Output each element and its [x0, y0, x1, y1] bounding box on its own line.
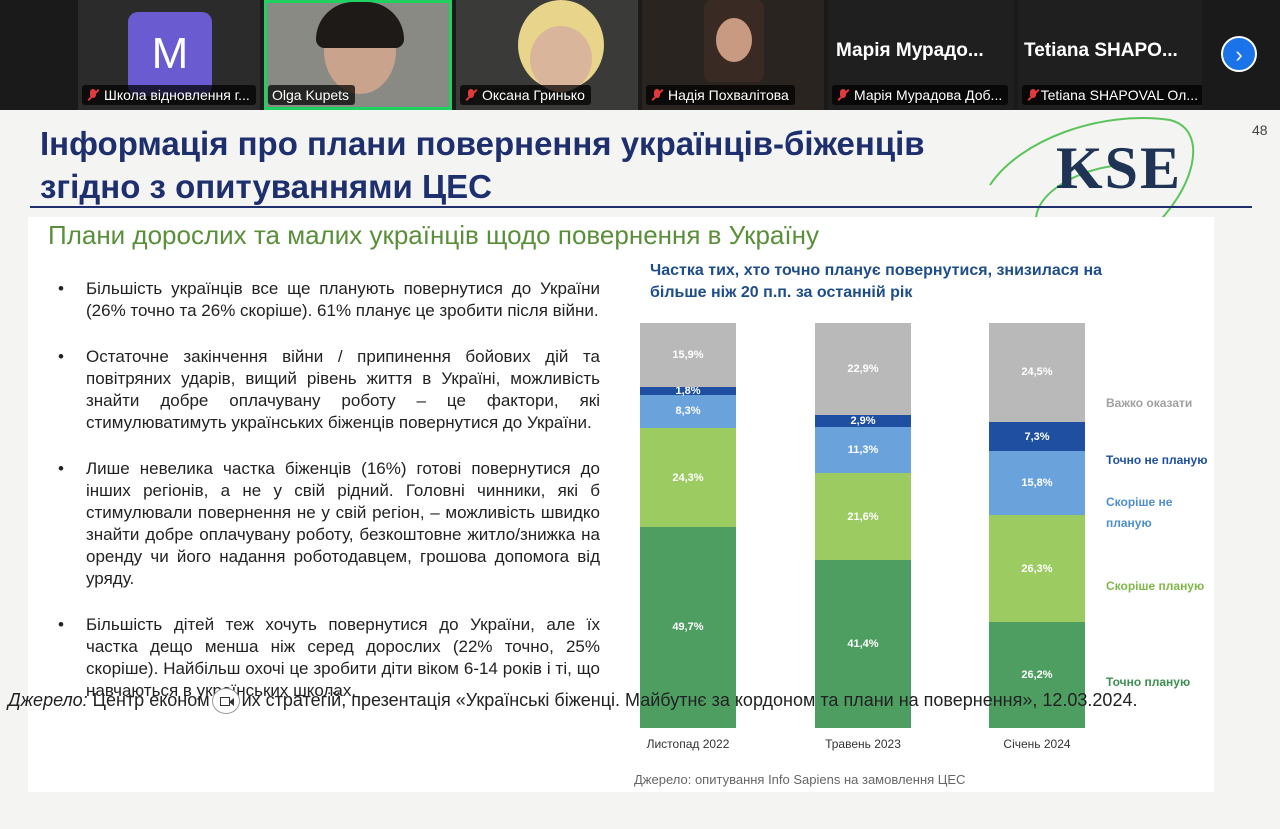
data-label: 22,9%	[847, 362, 879, 375]
list-item: Більшість дітей теж хочуть повернутися д…	[58, 614, 600, 702]
footer-source: Джерело: Центр економ их стратегій, презе…	[8, 688, 1137, 714]
participants-strip: M Школа відновлення г... Olga Kupets Окс…	[0, 0, 1280, 110]
mic-muted-icon	[1026, 88, 1037, 102]
participant-display-name: Tetiana SHAPO...	[1024, 40, 1178, 61]
data-label: 41,4%	[847, 638, 879, 651]
legend-entry: Точно не планую	[1106, 453, 1208, 467]
bar-segment: 8,3%	[640, 394, 736, 429]
bullet-list: Більшість українців все ще планують пове…	[58, 278, 600, 726]
video-feed-face	[716, 18, 752, 62]
slide-subtitle: Плани дорослих та малих українців щодо п…	[48, 220, 819, 250]
bar-segment: 49,7%	[640, 526, 736, 728]
participant-tile[interactable]: Надія Похвалітова	[642, 0, 824, 110]
mic-muted-icon	[86, 88, 100, 102]
bar-segment: 26,3%	[989, 515, 1085, 622]
data-label: 26,2%	[1021, 668, 1053, 681]
page-number: 48	[1252, 122, 1268, 138]
data-label: 49,7%	[672, 621, 704, 634]
list-item: Остаточне закінчення війни / припинення …	[58, 346, 600, 434]
legend-entry: Скоріше не планую	[1106, 495, 1173, 530]
video-feed-face	[530, 26, 592, 92]
chart-source: Джерело: опитування Info Sapiens на замо…	[634, 772, 966, 787]
data-label: 15,9%	[672, 349, 704, 362]
data-label: 7,3%	[1024, 430, 1050, 443]
x-tick-label: Травень 2023	[825, 737, 901, 751]
participant-name: Оксана Гринько	[460, 85, 591, 105]
bar-segment: 15,9%	[640, 323, 736, 388]
mic-muted-icon	[650, 88, 664, 102]
participant-tile[interactable]: Оксана Гринько	[456, 0, 638, 110]
mic-muted-icon	[836, 88, 850, 102]
chevron-right-icon[interactable]: ›	[1221, 36, 1257, 72]
page-title: Інформація про плани повернення українці…	[40, 125, 925, 205]
data-label: 8,3%	[675, 405, 701, 418]
data-label: 11,3%	[847, 443, 879, 456]
x-tick-label: Листопад 2022	[646, 737, 730, 751]
kse-logo: KSE	[1056, 135, 1183, 201]
participant-name: Школа відновлення г...	[82, 85, 256, 105]
bar-segment: 2,9%	[815, 415, 911, 427]
participant-tile[interactable]: Марія Мурадо... Марія Мурадова Доб...	[828, 0, 1014, 110]
bar-segment: 26,2%	[989, 621, 1085, 728]
bar-segment: 7,3%	[989, 421, 1085, 452]
bar-segment: 1,8%	[640, 385, 736, 398]
participant-name: Марія Мурадова Доб...	[832, 85, 1009, 105]
camera-icon[interactable]	[211, 688, 240, 714]
chart-title: Частка тих, хто точно планує повернутися…	[650, 262, 1103, 301]
bar-segment: 24,3%	[640, 428, 736, 527]
bar-segment: 11,3%	[815, 427, 911, 473]
data-label: 15,8%	[1021, 477, 1053, 490]
avatar: M	[128, 12, 212, 96]
data-label: 2,9%	[850, 415, 876, 428]
legend-entry: Точно планую	[1106, 675, 1191, 689]
data-label: 24,3%	[672, 471, 704, 484]
list-item: Лише невелика частка біженців (16%) гото…	[58, 458, 600, 590]
bar-segment: 41,4%	[815, 560, 911, 728]
participant-tile[interactable]: M Школа відновлення г...	[78, 0, 260, 110]
shared-slide: Інформація про плани повернення українці…	[0, 110, 1280, 829]
bar-segment: 21,6%	[815, 472, 911, 561]
bar-segment: 22,9%	[815, 322, 911, 416]
video-feed-hair	[316, 2, 404, 48]
participant-name: Tetiana SHAPOVAL Ол...	[1022, 85, 1202, 105]
data-label: 21,6%	[847, 510, 879, 523]
data-label: 1,8%	[675, 385, 701, 398]
legend-entry: Важко оказати	[1106, 396, 1193, 410]
participant-display-name: Марія Мурадо...	[836, 40, 984, 61]
participant-tile-active[interactable]: Olga Kupets	[264, 0, 452, 110]
bar-segment: 24,5%	[989, 322, 1085, 422]
participant-name: Надія Похвалітова	[646, 85, 795, 105]
participant-name: Olga Kupets	[268, 85, 356, 105]
participant-tile[interactable]: Tetiana SHAPO... Tetiana SHAPOVAL Ол...	[1018, 0, 1202, 110]
data-label: 24,5%	[1021, 366, 1053, 379]
bar-segment: 15,8%	[989, 451, 1085, 516]
mic-muted-icon	[464, 88, 478, 102]
legend-entry: Скоріше планую	[1106, 579, 1205, 593]
x-tick-label: Січень 2024	[1003, 737, 1071, 751]
list-item: Більшість українців все ще планують пове…	[58, 278, 600, 322]
data-label: 26,3%	[1021, 562, 1053, 575]
title-divider	[30, 206, 1252, 208]
